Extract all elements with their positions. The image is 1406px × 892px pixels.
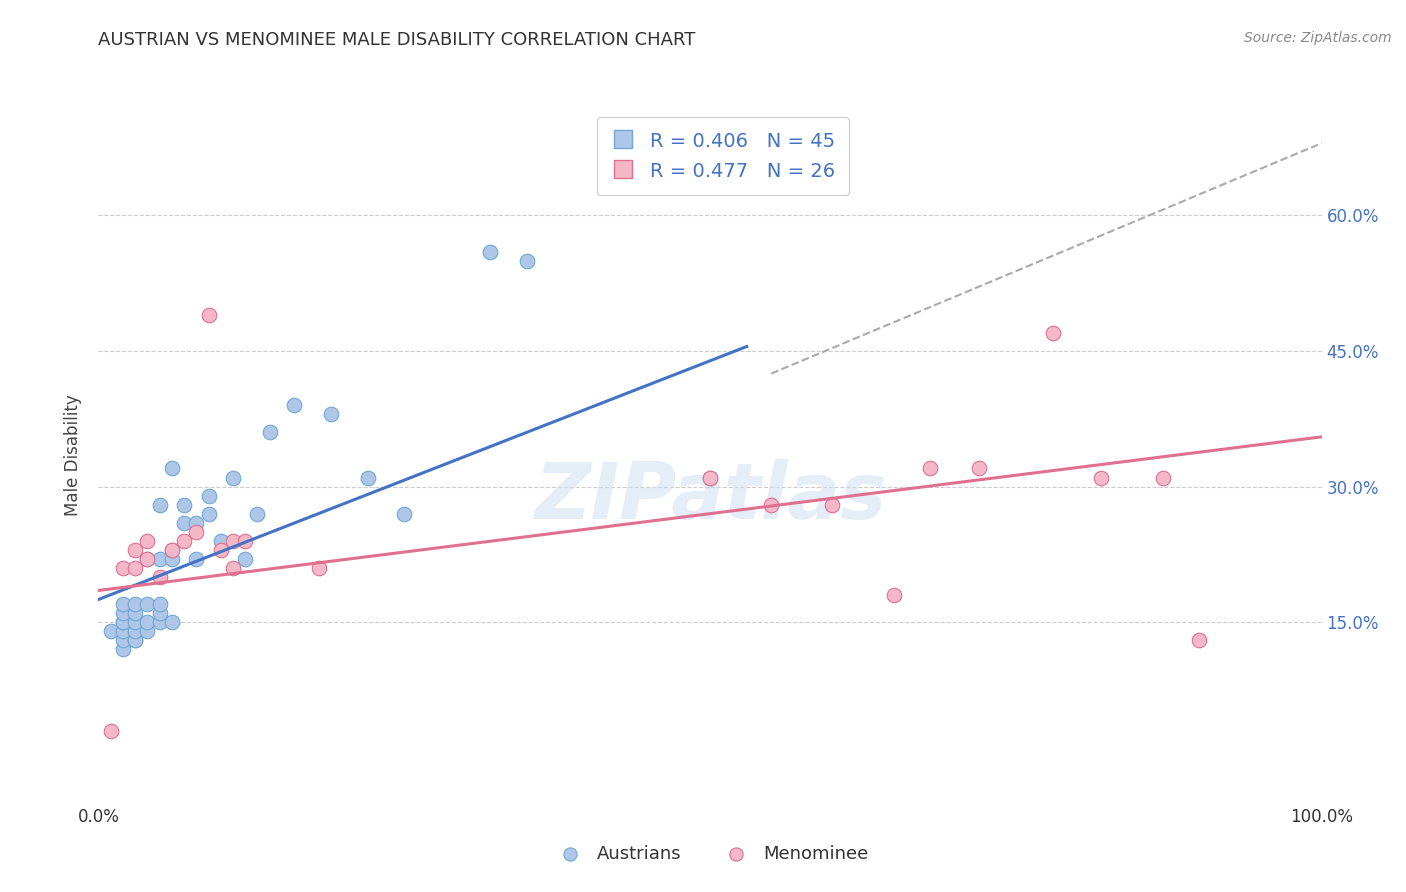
Point <box>186 551 208 566</box>
Point <box>1090 470 1112 484</box>
Point <box>699 470 721 484</box>
Point <box>222 470 245 484</box>
Point <box>111 597 134 611</box>
Point <box>515 253 537 268</box>
Point <box>209 542 232 557</box>
Point <box>111 615 134 629</box>
Point <box>160 542 183 557</box>
Point <box>160 461 183 475</box>
Point <box>149 498 172 512</box>
Point <box>1152 470 1174 484</box>
Point <box>149 597 172 611</box>
Point <box>173 498 195 512</box>
Point <box>124 597 146 611</box>
Point <box>111 642 134 657</box>
Point <box>149 606 172 620</box>
Point <box>186 516 208 530</box>
Y-axis label: Male Disability: Male Disability <box>65 394 83 516</box>
Point <box>209 533 232 548</box>
Point <box>111 606 134 620</box>
Legend: Austrians, Menominee: Austrians, Menominee <box>544 838 876 871</box>
Point <box>124 606 146 620</box>
Point <box>136 533 159 548</box>
Point <box>186 524 208 539</box>
Point <box>283 398 305 412</box>
Point <box>920 461 942 475</box>
Point <box>160 615 183 629</box>
Point <box>478 244 501 259</box>
Point <box>124 624 146 639</box>
Point <box>392 507 416 521</box>
Point <box>124 633 146 648</box>
Point <box>821 498 844 512</box>
Point <box>883 588 905 602</box>
Point <box>124 542 146 557</box>
Point <box>173 533 195 548</box>
Point <box>1188 633 1211 648</box>
Point <box>136 551 159 566</box>
Point <box>136 597 159 611</box>
Point <box>259 425 281 440</box>
Point <box>149 615 172 629</box>
Point <box>100 624 122 639</box>
Point <box>111 633 134 648</box>
Point <box>124 561 146 575</box>
Point <box>233 533 256 548</box>
Text: Source: ZipAtlas.com: Source: ZipAtlas.com <box>1244 31 1392 45</box>
Point <box>160 551 183 566</box>
Point <box>100 723 122 738</box>
Point <box>1042 326 1064 340</box>
Point <box>136 551 159 566</box>
Point <box>111 615 134 629</box>
Point <box>967 461 990 475</box>
Point <box>111 561 134 575</box>
Point <box>222 561 245 575</box>
Point <box>222 533 245 548</box>
Point <box>233 551 256 566</box>
Point <box>160 542 183 557</box>
Point <box>197 507 219 521</box>
Point <box>136 624 159 639</box>
Point <box>173 516 195 530</box>
Text: AUSTRIAN VS MENOMINEE MALE DISABILITY CORRELATION CHART: AUSTRIAN VS MENOMINEE MALE DISABILITY CO… <box>98 31 696 49</box>
Point <box>356 470 378 484</box>
Point <box>246 507 269 521</box>
Text: ZIPatlas: ZIPatlas <box>534 458 886 534</box>
Point <box>111 624 134 639</box>
Point <box>197 489 219 503</box>
Point <box>149 551 172 566</box>
Point <box>136 615 159 629</box>
Point <box>319 407 342 421</box>
Point <box>197 308 219 322</box>
Point <box>124 633 146 648</box>
Point <box>308 561 330 575</box>
Point <box>124 615 146 629</box>
Point <box>149 570 172 584</box>
Point <box>761 498 783 512</box>
Point <box>699 470 721 484</box>
